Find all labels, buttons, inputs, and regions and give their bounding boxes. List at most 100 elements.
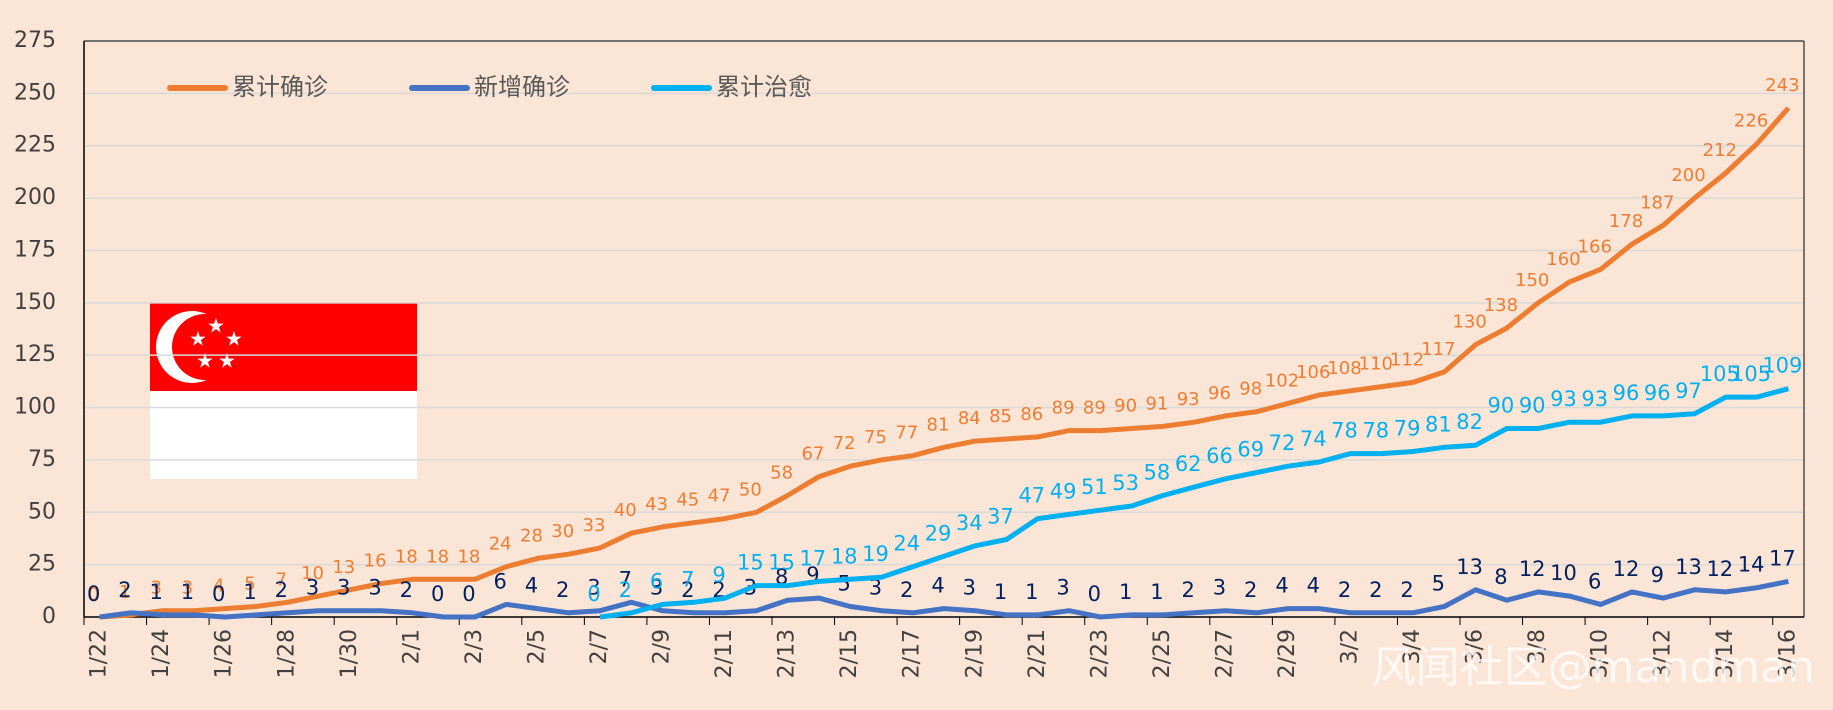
data-label: 6 (493, 569, 506, 593)
data-label: 10 (301, 563, 324, 584)
data-label: 105 (1700, 362, 1740, 386)
data-label: 16 (364, 550, 387, 571)
data-label: 18 (831, 544, 858, 568)
data-label: 7 (619, 567, 632, 591)
data-label: 7 (276, 569, 287, 590)
x-tick-label: 2/21 (1025, 629, 1050, 678)
data-label: 89 (1052, 398, 1075, 419)
data-label: 1 (1150, 580, 1163, 604)
y-tick-label: 275 (14, 28, 56, 53)
data-label: 62 (1175, 452, 1202, 476)
data-label: 85 (989, 406, 1012, 427)
x-tick-label: 2/1 (399, 629, 424, 664)
legend-label: 累计确诊 (232, 73, 328, 101)
data-label: 150 (1515, 270, 1549, 291)
y-tick-label: 225 (14, 133, 56, 158)
data-label: 4 (525, 574, 538, 598)
data-label: 7 (681, 567, 694, 591)
data-label: 0 (462, 582, 475, 606)
x-tick-label: 2/29 (1275, 629, 1300, 678)
data-label: 138 (1484, 295, 1518, 316)
x-tick-label: 2/15 (837, 629, 862, 678)
data-label: 14 (1738, 553, 1765, 577)
data-label: 1 (1025, 580, 1038, 604)
data-label: 49 (1050, 479, 1077, 503)
data-label: 130 (1452, 312, 1486, 333)
flag-crescent-cut (172, 314, 238, 380)
data-label: 2 (1369, 578, 1382, 602)
data-label: 1 (181, 580, 194, 604)
series-line (99, 578, 1789, 620)
data-label: 15 (768, 551, 795, 575)
data-label: 12 (1706, 557, 1733, 581)
data-label: 81 (927, 414, 950, 435)
data-label: 45 (676, 490, 699, 511)
data-label: 18 (457, 546, 480, 567)
data-label: 93 (1550, 387, 1577, 411)
data-label: 3 (182, 578, 193, 599)
data-label: 97 (1675, 379, 1702, 403)
x-tick-label: 3/8 (1525, 629, 1550, 664)
data-label: 29 (925, 521, 952, 545)
data-label: 3 (963, 576, 976, 600)
data-label: 0 (587, 582, 600, 606)
data-label: 17 (800, 546, 827, 570)
data-label: 5 (244, 574, 255, 595)
data-label: 0 (1088, 582, 1101, 606)
data-label: 4 (931, 574, 944, 598)
x-tick-label: 3/12 (1650, 629, 1675, 678)
data-label: 166 (1578, 236, 1612, 257)
data-label: 13 (1675, 555, 1702, 579)
data-label: 3 (368, 576, 381, 600)
data-label: 12 (1613, 557, 1640, 581)
data-label: 5 (837, 572, 850, 596)
data-label: 69 (1237, 437, 1264, 461)
data-label: 2 (275, 578, 288, 602)
data-label: 10 (1550, 561, 1577, 585)
data-label: 96 (1644, 381, 1671, 405)
x-tick-label: 3/2 (1338, 629, 1363, 664)
data-label: 2 (681, 578, 694, 602)
data-label: 2 (900, 578, 913, 602)
y-tick-label: 200 (14, 185, 56, 210)
data-label: 5 (1432, 572, 1445, 596)
x-tick-label: 3/16 (1775, 629, 1800, 678)
data-label: 72 (1269, 431, 1296, 455)
data-label: 58 (1144, 461, 1171, 485)
data-label: 75 (864, 427, 887, 448)
x-tick-label: 2/25 (1150, 629, 1175, 678)
data-label: 2 (712, 578, 725, 602)
data-label: 4 (213, 576, 224, 597)
data-label: 8 (1494, 565, 1507, 589)
data-label: 37 (987, 505, 1014, 529)
svg-text:★: ★ (225, 327, 243, 351)
data-label: 112 (1390, 349, 1424, 370)
data-label: 28 (520, 525, 543, 546)
data-label: 15 (737, 551, 764, 575)
watermark: 风闻社区@mandman (1372, 642, 1815, 693)
data-label: 3 (650, 576, 663, 600)
data-label: 66 (1206, 444, 1233, 468)
x-tick-label: 2/17 (900, 629, 925, 678)
data-label: 4 (1307, 574, 1320, 598)
data-label: 1 (243, 580, 256, 604)
data-label: 90 (1114, 395, 1137, 416)
data-label: 17 (1769, 546, 1796, 570)
flag-white (150, 391, 417, 479)
y-tick-label: 50 (28, 499, 56, 524)
data-label: 3 (337, 576, 350, 600)
x-tick-label: 2/11 (712, 629, 737, 678)
data-label: 13 (332, 557, 355, 578)
data-label: 3 (587, 576, 600, 600)
data-label: 24 (893, 532, 920, 556)
svg-text:★: ★ (189, 327, 207, 351)
data-label: 13 (1456, 555, 1483, 579)
svg-text:★: ★ (196, 349, 214, 373)
y-tick-label: 25 (28, 552, 56, 577)
data-label: 96 (1613, 381, 1640, 405)
data-label: 2 (556, 578, 569, 602)
data-label: 117 (1421, 339, 1455, 360)
x-tick-label: 2/5 (524, 629, 549, 664)
data-label: 226 (1734, 111, 1768, 132)
x-tick-label: 2/13 (775, 629, 800, 678)
